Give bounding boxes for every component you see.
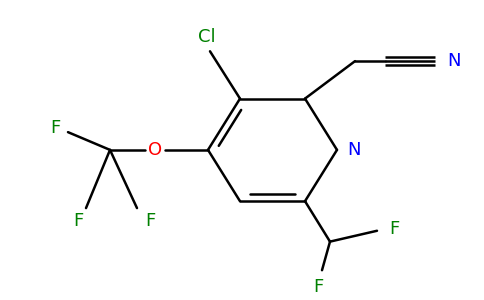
Text: F: F (145, 212, 155, 230)
Text: N: N (447, 52, 460, 70)
Text: F: F (389, 220, 399, 238)
Text: Cl: Cl (198, 28, 216, 46)
Text: N: N (347, 141, 361, 159)
Text: F: F (50, 119, 60, 137)
Text: F: F (73, 212, 83, 230)
Text: O: O (148, 141, 162, 159)
Text: F: F (313, 278, 323, 296)
